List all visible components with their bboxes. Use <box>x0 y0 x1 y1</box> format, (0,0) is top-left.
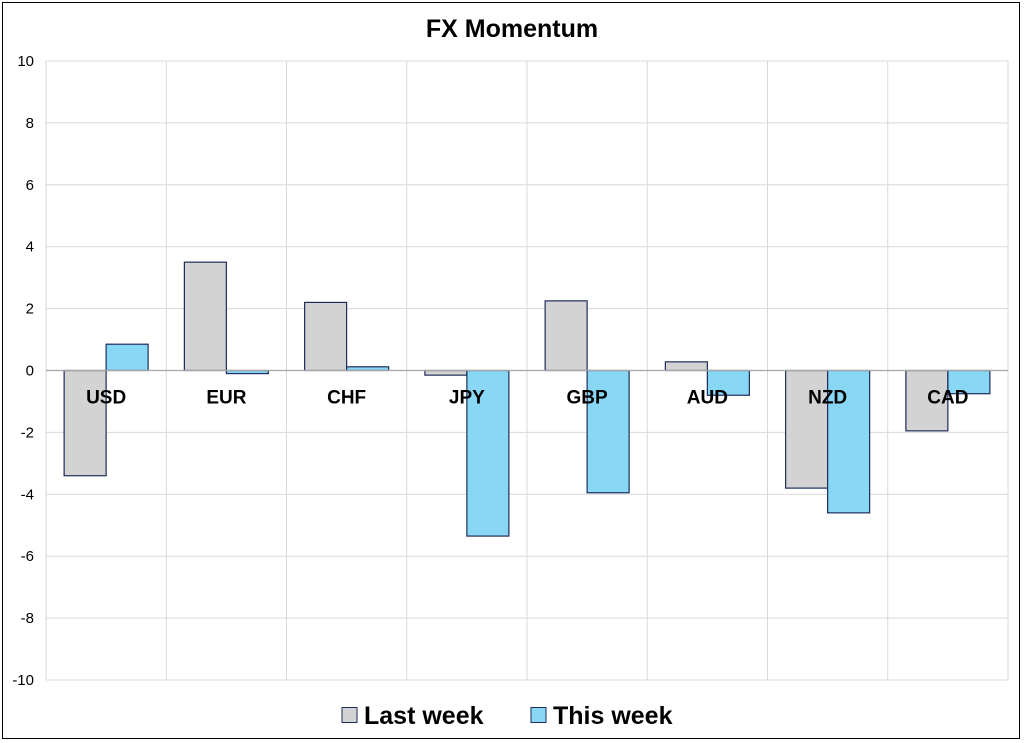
y-tick-label: 10 <box>17 53 34 70</box>
category-label: JPY <box>449 388 485 409</box>
legend-swatch-last-week <box>341 707 358 723</box>
category-label: GBP <box>567 388 609 409</box>
y-axis-ticks: 10 8 6 4 2 0 -2 -4 -6 -8 -10 <box>12 53 34 689</box>
bar-last-week-jpy <box>424 369 468 376</box>
bar-this-week-nzd <box>827 369 871 514</box>
bar-last-week-usd <box>63 369 107 477</box>
bar-last-week-nzd <box>785 369 829 489</box>
y-tick-label: -4 <box>21 486 34 503</box>
bar-last-week-cad <box>905 369 949 432</box>
category-label: CHF <box>327 388 366 409</box>
bar-this-week-gbp <box>586 369 630 494</box>
category-label: AUD <box>687 388 728 409</box>
bar-last-week-gbp <box>544 300 588 372</box>
bars <box>63 261 991 537</box>
y-tick-label: 2 <box>26 301 34 318</box>
bar-this-week-usd <box>105 343 149 372</box>
legend: Last week This week <box>341 702 673 730</box>
bar-last-week-aud <box>664 361 708 372</box>
chart-title: FX Momentum <box>426 15 598 43</box>
y-tick-label: -10 <box>12 672 34 689</box>
legend-label-this-week: This week <box>553 702 673 730</box>
y-tick-label: 8 <box>26 115 34 132</box>
bar-last-week-eur <box>183 261 227 372</box>
category-label: EUR <box>206 388 246 409</box>
category-label: CAD <box>927 388 968 409</box>
legend-label-last-week: Last week <box>364 702 484 730</box>
y-tick-label: -2 <box>21 424 34 441</box>
category-labels: USD EUR CHF JPY GBP AUD NZD CAD <box>86 388 968 409</box>
y-tick-label: 4 <box>26 239 34 256</box>
category-label: USD <box>86 388 126 409</box>
category-label: NZD <box>808 388 847 409</box>
legend-swatch-this-week <box>530 707 547 723</box>
y-tick-label: 6 <box>26 177 34 194</box>
y-tick-label: -6 <box>21 548 34 565</box>
bar-this-week-aud <box>706 369 750 396</box>
bar-last-week-chf <box>304 301 348 372</box>
y-tick-label: -8 <box>21 610 34 627</box>
y-tick-label: 0 <box>26 363 34 380</box>
